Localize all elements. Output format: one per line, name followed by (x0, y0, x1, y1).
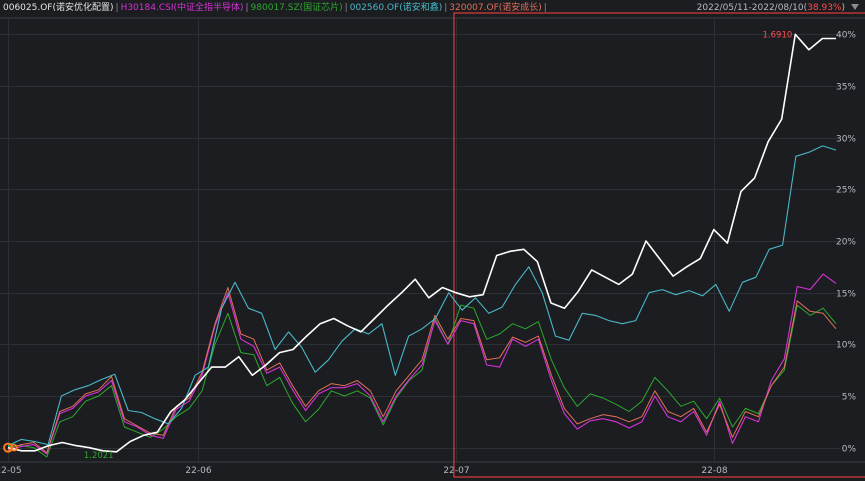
range-dropdown-icon[interactable] (851, 4, 859, 10)
y-tick-label: 15% (836, 290, 856, 300)
x-tick-label: 22-08 (701, 466, 727, 476)
legend-item[interactable]: 006025.OF(诺安优化配置) (3, 3, 114, 13)
x-tick-label: 22-07 (443, 466, 469, 476)
legend-separator: | (245, 3, 249, 13)
date-range-text: 2022/05/11-2022/08/10 (696, 3, 804, 13)
start-marker (3, 442, 13, 453)
legend-separator: | (543, 3, 547, 13)
range-percent: 38.93% (807, 3, 842, 13)
legend-item[interactable]: 980017.SZ(国证芯片) (250, 3, 343, 13)
y-tick-label: 40% (836, 31, 856, 41)
y-tick-label: 0% (842, 445, 857, 455)
start-marker (10, 443, 18, 452)
legend-separator: | (344, 3, 348, 13)
x-tick-label: 22-06 (185, 466, 211, 476)
y-tick-label: 30% (836, 135, 856, 145)
value-annotation: 1.6910 (763, 30, 793, 40)
legend-item[interactable]: H30184.CSI(中证全指半导体) (120, 3, 244, 13)
series-line (7, 287, 837, 454)
y-tick-label: 25% (836, 186, 856, 196)
legend-item[interactable]: 320007.OF(诺安成长) (449, 3, 542, 13)
y-tick-label: 20% (836, 238, 856, 248)
y-tick-label: 35% (836, 83, 856, 93)
date-range[interactable]: 2022/05/11-2022/08/10(38.93%) (697, 2, 845, 15)
selection-box (453, 12, 865, 478)
legend: 006025.OF(诺安优化配置) | H30184.CSI(中证全指半导体) | 98… (3, 2, 549, 15)
y-tick-label: 5% (842, 393, 857, 403)
legend-separator: | (115, 3, 119, 13)
x-tick-label: 22-05 (0, 466, 22, 476)
series-line (7, 145, 837, 447)
value-annotation: 1.2021 (84, 451, 114, 461)
series-line (7, 33, 836, 453)
legend-item[interactable]: 002560.OF(诺安和鑫) (349, 3, 443, 13)
series-line (7, 304, 837, 458)
y-tick-label: 10% (836, 341, 856, 351)
range-paren-close: ) (841, 3, 845, 13)
series-line (7, 273, 837, 455)
range-paren-open: ( (803, 3, 808, 13)
legend-separator: | (444, 3, 448, 13)
